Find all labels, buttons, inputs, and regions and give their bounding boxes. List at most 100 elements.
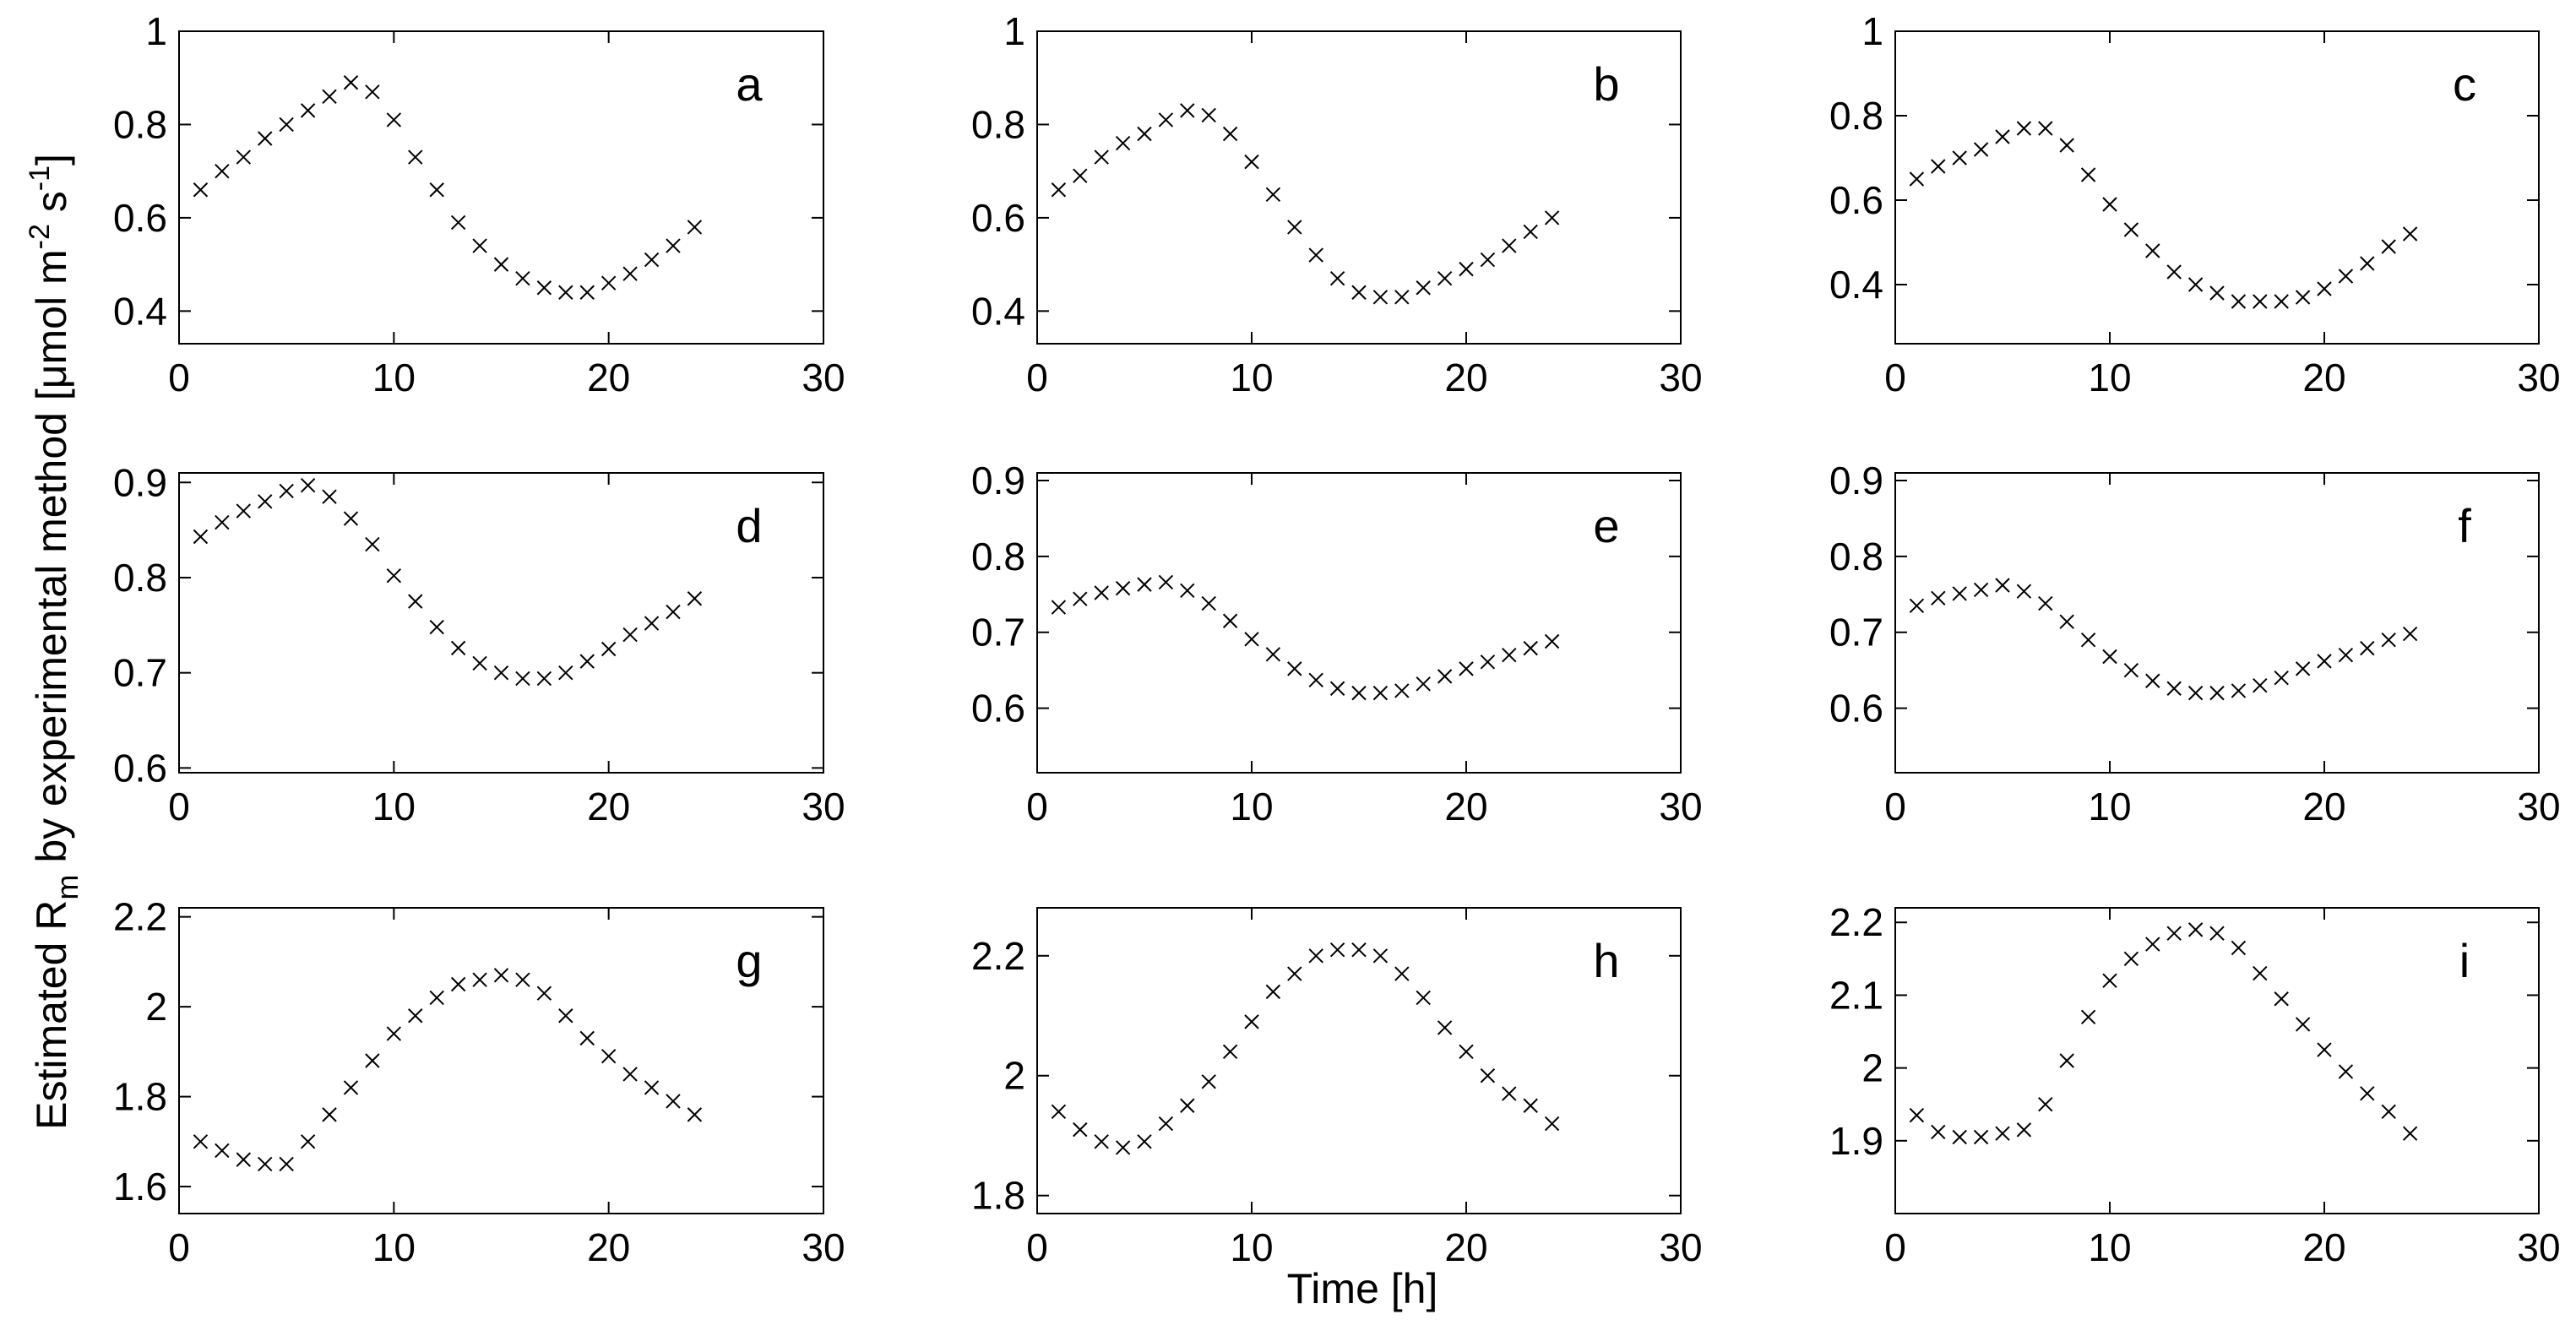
data-point-stroke [2360, 256, 2375, 271]
data-point [1308, 247, 1323, 263]
data-point [236, 149, 252, 165]
x-tick-label: 30 [1659, 785, 1702, 828]
data-point-stroke [2231, 683, 2247, 698]
data-point [2038, 595, 2053, 611]
x-tick-label: 20 [2302, 1225, 2345, 1269]
data-point-stroke [1502, 238, 1517, 253]
data-point-stroke [2231, 940, 2247, 956]
data-point [2080, 1009, 2096, 1024]
data-point [2231, 940, 2247, 956]
data-point [2295, 290, 2311, 305]
y-tick-label: 0.6 [1829, 687, 1883, 730]
data-point-stroke [1222, 1044, 1238, 1060]
data-point-stroke [215, 514, 230, 530]
data-point [1459, 261, 1474, 277]
data-point-stroke [450, 640, 466, 656]
panel-i: 0 10 20 30 1.9 2 2.1 2.2 i [1829, 900, 2561, 1269]
data-point-stroke [2166, 264, 2182, 280]
data-point [2102, 973, 2117, 988]
y-tick-label: 2.2 [1829, 900, 1883, 944]
data-point [343, 511, 359, 526]
data-point-stroke [1073, 591, 1088, 606]
data-point [2209, 685, 2225, 701]
data-point [1287, 661, 1302, 676]
data-point-stroke [1137, 126, 1152, 142]
x-tick-label: 0 [168, 1225, 190, 1269]
data-point [2145, 243, 2160, 258]
plot-frame [1036, 30, 1682, 345]
data-point-stroke [2166, 681, 2182, 696]
data-point [1137, 577, 1152, 592]
data-point [472, 238, 487, 253]
data-point-stroke [1115, 135, 1131, 151]
panel-label: c [2453, 57, 2476, 111]
data-point-stroke [1265, 984, 1281, 1000]
data-point-stroke [2145, 673, 2160, 688]
data-point-stroke [1308, 948, 1323, 964]
data-point-stroke [2338, 1064, 2354, 1079]
data-point [644, 252, 660, 268]
data-point-stroke [343, 511, 359, 526]
data-point-stroke [1115, 1140, 1131, 1155]
data-point-stroke [279, 1156, 294, 1172]
data-point [1909, 171, 1925, 187]
data-point [601, 641, 617, 657]
data-point-stroke [493, 665, 509, 681]
x-tick-label: 30 [802, 785, 845, 828]
data-point [2166, 681, 2182, 696]
data-point-stroke [2338, 269, 2354, 284]
data-point-stroke [2123, 222, 2139, 237]
data-point [2145, 937, 2160, 952]
data-point-stroke [1952, 586, 1967, 601]
data-point-stroke [666, 604, 681, 620]
x-tick-label: 0 [1884, 785, 1906, 828]
data-point-stroke [236, 503, 252, 519]
data-point-stroke [1287, 966, 1302, 981]
data-point-stroke [644, 616, 660, 631]
data-point [493, 665, 509, 681]
data-point-stroke [1329, 270, 1345, 286]
data-point-stroke [558, 1008, 573, 1024]
data-point-stroke [687, 1107, 703, 1122]
y-axis-title-exponent-1: -2 [24, 224, 56, 249]
data-point-stroke [2317, 281, 2332, 296]
data-point-stroke [2274, 294, 2289, 309]
y-tick-label: 0.9 [113, 460, 167, 504]
data-point-stroke [1394, 966, 1410, 981]
data-point [1115, 580, 1131, 596]
data-point [2059, 1053, 2074, 1068]
x-tick-label: 20 [2302, 785, 2345, 828]
data-point-stroke [644, 1080, 660, 1095]
data-point-stroke [1995, 578, 2010, 593]
y-tick-label: 0.6 [1829, 178, 1883, 222]
y-tick-label: 1 [145, 9, 167, 53]
data-point-stroke [2338, 647, 2354, 663]
data-point-stroke [1523, 224, 1538, 240]
data-point-stroke [408, 1008, 423, 1024]
data-point-stroke [1201, 107, 1216, 123]
data-point [365, 84, 380, 100]
data-point-stroke [1201, 1074, 1216, 1089]
data-point [1051, 182, 1067, 198]
data-point [193, 529, 209, 545]
data-point [258, 1156, 273, 1172]
data-point [1094, 1134, 1109, 1149]
data-point-stroke [2102, 973, 2117, 988]
data-point-stroke [1995, 1126, 2010, 1141]
data-point [687, 220, 703, 235]
data-point [666, 238, 681, 253]
data-point-stroke [322, 1107, 337, 1122]
data-point-stroke [1480, 1068, 1496, 1083]
panel-g: 0 10 20 30 1.6 1.8 2 2.2 g [113, 895, 845, 1269]
data-point [2059, 138, 2074, 153]
data-point [493, 968, 509, 983]
data-point [666, 604, 681, 620]
data-point-stroke [343, 1080, 359, 1095]
data-point-stroke [343, 75, 359, 90]
data-point [1222, 1044, 1238, 1060]
data-point [1094, 149, 1109, 165]
data-point [2016, 1122, 2032, 1138]
y-axis-title-unit-s: s [28, 191, 75, 224]
data-point-stroke [1909, 171, 1925, 187]
data-point [1073, 168, 1088, 183]
